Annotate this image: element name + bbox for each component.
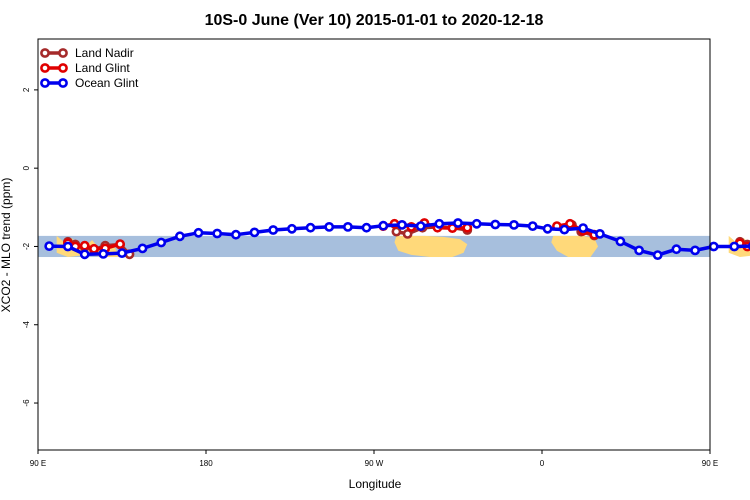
land-mass [551,235,598,257]
ocean-glint-point [708,241,719,252]
ocean-glint-point [79,249,90,260]
ocean-glint-point [542,223,553,234]
land-nadir-point [402,228,413,239]
ocean-glint-point [268,225,279,235]
ocean-glint-point [690,245,700,256]
legend-item-land-glint: Land Glint [40,61,130,75]
land-glint-point [115,239,125,249]
x-tick-label: 90 W [365,459,384,468]
y-tick-label: -4 [22,321,31,329]
ocean-glint-point [397,219,407,230]
ocean-glint-point [671,244,682,255]
chart-title: 10S-0 June (Ver 10) 2015-01-01 to 2020-1… [205,12,544,29]
ocean-glint-point [63,241,73,252]
ocean-glint-point [98,248,109,259]
legend-label: Ocean Glint [75,76,139,90]
x-tick-label: 90 E [702,459,718,468]
ocean-glint-point [509,219,519,230]
ocean-glint-point [453,218,463,228]
ocean-glint-point [471,218,482,229]
ocean-glint-point [230,229,241,240]
ocean-glint-point [490,219,501,230]
y-tick-label: -6 [22,399,31,407]
series-layer [44,218,750,260]
y-axis-label: XCO2 - MLO trend (ppm) [0,178,13,313]
ocean-glint-line [49,221,750,257]
ocean-glint-point [342,221,353,232]
legend-swatch-marker [58,48,68,58]
legend-swatch-marker [40,78,50,88]
ocean-glint-point [378,220,389,231]
ocean-glint-point [305,222,316,233]
ocean-glint-point [595,228,605,239]
legend-swatch-marker [40,48,50,58]
ocean-glint-point [415,221,426,231]
ocean-glint-point [137,243,148,254]
y-tick-label: 0 [22,165,31,170]
ocean-glint-point [615,236,626,247]
series-ocean-glint [44,218,750,260]
ocean-glint-point [729,241,740,252]
ocean-glint-point [117,248,127,258]
land-glint-point [89,243,99,254]
y-axis: 2 0 -2 -4 -6 [22,87,38,407]
ocean-glint-point [361,222,372,233]
x-axis: 90 E 180 90 W 0 90 E [30,450,718,468]
legend-label: Land Nadir [75,46,134,60]
ocean-glint-point [193,227,204,238]
legend-item-land-nadir: Land Nadir [40,46,134,60]
ocean-glint-point [174,231,185,242]
ocean-glint-point [156,237,167,248]
ocean-glint-point [434,218,445,229]
x-tick-label: 180 [199,459,213,468]
y-tick-label: 2 [22,87,31,92]
ocean-glint-point [527,221,538,231]
ocean-glint-point [324,221,335,232]
legend-item-ocean-glint: Ocean Glint [40,76,139,90]
legend-swatch-marker [40,63,50,73]
ocean-glint-point [212,228,223,239]
legend-swatch-marker [58,63,68,73]
x-tick-label: 0 [540,459,545,468]
land-glint-point [79,240,90,251]
x-tick-label: 90 E [30,459,46,468]
ocean-glint-point [559,224,570,235]
legend-label: Land Glint [75,61,130,75]
land-nadir-point [391,226,402,237]
ocean-glint-point [44,241,55,251]
ocean-glint-point [652,250,663,260]
ocean-band [38,235,710,258]
legend-swatch-marker [58,78,68,88]
ocean-glint-point [578,223,588,233]
land-mass [394,235,468,257]
y-tick-label: -2 [22,242,31,250]
ocean-glint-point [249,227,260,238]
ocean-glint-point [634,245,644,256]
x-axis-label: Longitude [349,477,402,491]
ocean-glint-point [286,223,297,234]
